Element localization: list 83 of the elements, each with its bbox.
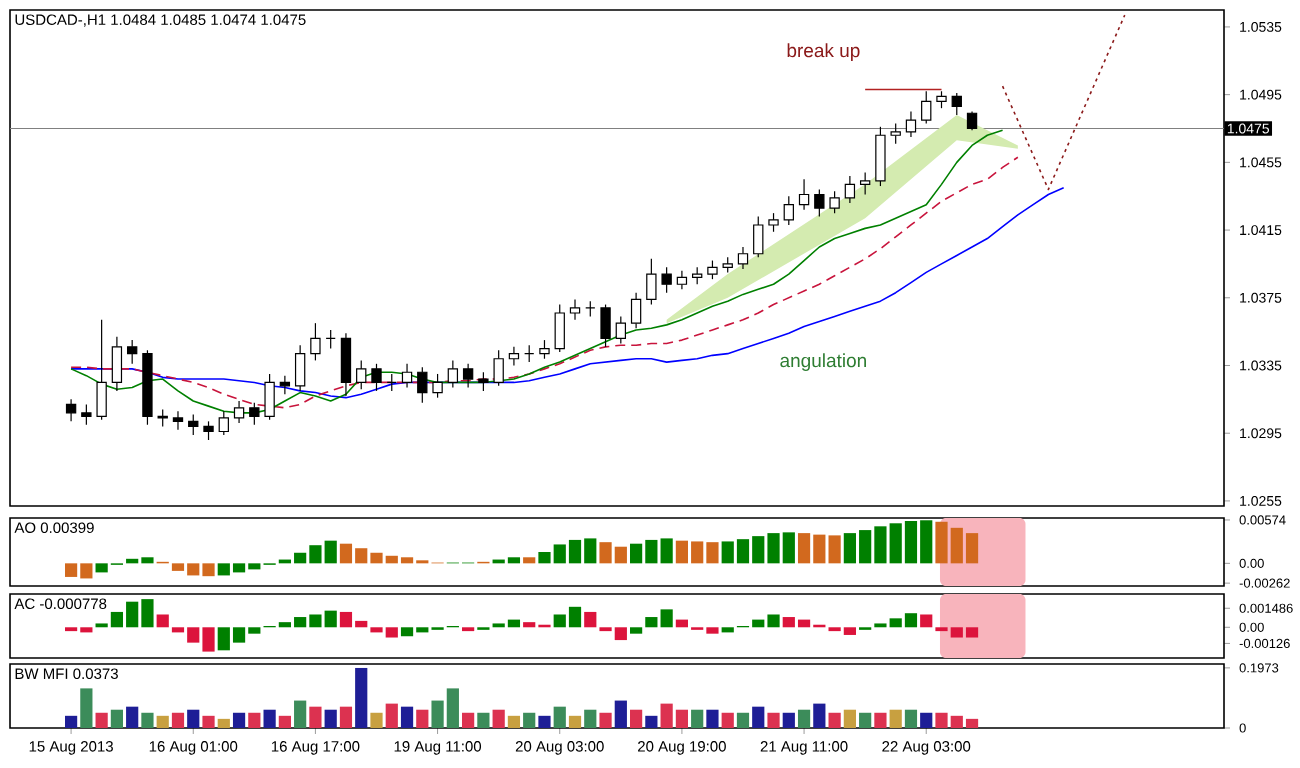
bar bbox=[721, 712, 734, 728]
bar bbox=[400, 706, 414, 728]
bar bbox=[141, 712, 154, 728]
bar bbox=[202, 715, 215, 728]
candlestick bbox=[65, 398, 77, 422]
candlestick bbox=[630, 292, 642, 329]
bar bbox=[248, 712, 261, 728]
bar bbox=[614, 700, 627, 728]
candlestick bbox=[844, 175, 856, 204]
bar bbox=[920, 614, 933, 628]
bar bbox=[797, 709, 811, 728]
bar bbox=[355, 667, 368, 728]
bar bbox=[645, 715, 658, 728]
bar bbox=[660, 538, 673, 564]
bar bbox=[629, 709, 643, 728]
bar bbox=[889, 709, 902, 728]
bar bbox=[691, 709, 704, 728]
bar bbox=[752, 706, 765, 728]
bar bbox=[80, 688, 93, 728]
bar bbox=[416, 709, 429, 728]
candlestick bbox=[447, 359, 459, 389]
bar bbox=[385, 703, 398, 728]
bar bbox=[920, 712, 933, 728]
bar bbox=[171, 712, 185, 728]
bar bbox=[217, 718, 230, 728]
bar bbox=[156, 715, 169, 728]
bar bbox=[370, 712, 383, 728]
candlestick bbox=[340, 332, 352, 397]
candlestick bbox=[737, 246, 749, 270]
bar bbox=[629, 627, 643, 634]
bar bbox=[156, 614, 169, 628]
bar bbox=[813, 703, 826, 728]
annotation: break up bbox=[787, 43, 860, 62]
bar bbox=[553, 706, 566, 728]
bar bbox=[538, 715, 551, 728]
bar bbox=[904, 709, 918, 728]
bar bbox=[767, 712, 780, 728]
bar bbox=[294, 700, 307, 728]
bar bbox=[263, 709, 276, 728]
bar bbox=[324, 709, 337, 728]
bar bbox=[187, 709, 200, 728]
bar bbox=[782, 712, 795, 728]
bar bbox=[859, 712, 872, 728]
bar bbox=[599, 712, 612, 728]
candlestick bbox=[676, 270, 688, 290]
bar bbox=[584, 709, 597, 728]
bar bbox=[828, 712, 841, 728]
candlestick bbox=[111, 336, 123, 392]
candlestick bbox=[401, 363, 413, 389]
annotation: angulation bbox=[780, 353, 866, 372]
bar bbox=[523, 712, 536, 728]
bar bbox=[523, 557, 536, 564]
bar bbox=[64, 715, 78, 728]
bar bbox=[874, 712, 887, 728]
candlestick bbox=[508, 346, 520, 367]
bar bbox=[309, 706, 322, 728]
bar bbox=[828, 535, 841, 564]
bar bbox=[706, 709, 719, 728]
bar bbox=[95, 712, 108, 728]
bar bbox=[584, 611, 597, 628]
bar bbox=[278, 715, 291, 728]
bar bbox=[339, 706, 353, 728]
bar bbox=[110, 709, 124, 728]
candlestick bbox=[462, 363, 474, 389]
bar bbox=[736, 712, 750, 728]
bar bbox=[492, 709, 505, 728]
bar bbox=[477, 712, 490, 728]
candlestick bbox=[798, 178, 810, 211]
candlestick bbox=[966, 110, 978, 131]
candlestick bbox=[294, 344, 306, 392]
bar bbox=[645, 617, 658, 628]
bar bbox=[507, 715, 521, 728]
bar bbox=[126, 706, 139, 728]
candlestick bbox=[905, 110, 917, 138]
candlestick bbox=[172, 410, 184, 431]
candlestick bbox=[233, 400, 245, 424]
bar bbox=[232, 712, 246, 728]
bar bbox=[843, 709, 856, 728]
bar bbox=[568, 715, 582, 728]
bar bbox=[462, 712, 475, 728]
candlestick bbox=[569, 298, 581, 321]
bar bbox=[721, 627, 734, 633]
bar bbox=[660, 609, 673, 628]
